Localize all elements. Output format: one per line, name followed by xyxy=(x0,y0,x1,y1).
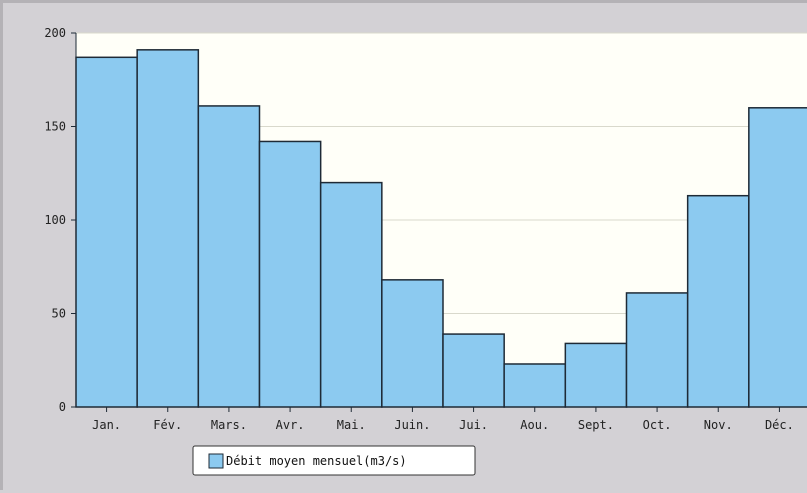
x-tick-label: Aou. xyxy=(520,418,549,432)
x-tick-label: Oct. xyxy=(643,418,672,432)
y-axis-ticks: 0 50 100 150 200 xyxy=(44,26,76,414)
x-tick-label: Déc. xyxy=(765,418,794,432)
x-axis-ticks: Jan. Fév. Mars. Avr. Mai. Juin. Jui. Aou. Sept. O… xyxy=(92,407,794,432)
bar xyxy=(564,342,628,408)
bars-group xyxy=(75,49,807,408)
bar xyxy=(686,194,750,408)
x-tick-label: Nov. xyxy=(704,418,733,432)
y-tick-label: 150 xyxy=(44,120,66,134)
bar xyxy=(197,105,261,408)
bar xyxy=(319,181,383,408)
bar xyxy=(75,56,138,408)
legend-box xyxy=(192,445,476,476)
bar xyxy=(503,363,567,408)
x-tick-label: Avr. xyxy=(276,418,305,432)
bar xyxy=(136,49,200,408)
y-tick-label: 200 xyxy=(44,26,66,40)
y-tick-label: 50 xyxy=(52,307,66,321)
x-tick-label: Juin. xyxy=(394,418,430,432)
y-tick-label: 0 xyxy=(59,400,66,414)
x-tick-label: Fév. xyxy=(153,418,182,432)
x-tick-label: Jan. xyxy=(92,418,121,432)
bar xyxy=(625,292,689,408)
legend-swatch xyxy=(208,453,224,469)
legend-label: Débit moyen mensuel(m3/s) xyxy=(226,454,407,468)
legend[interactable]: Débit moyen mensuel(m3/s) xyxy=(192,445,476,476)
bar xyxy=(258,140,322,408)
y-tick-label: 100 xyxy=(44,213,66,227)
x-tick-label: Sept. xyxy=(578,418,614,432)
x-tick-label: Mars. xyxy=(211,418,247,432)
bar xyxy=(442,333,505,408)
x-tick-label: Jui. xyxy=(459,418,488,432)
x-tick-label: Mai. xyxy=(337,418,366,432)
bar xyxy=(381,279,444,408)
bar xyxy=(748,107,807,408)
